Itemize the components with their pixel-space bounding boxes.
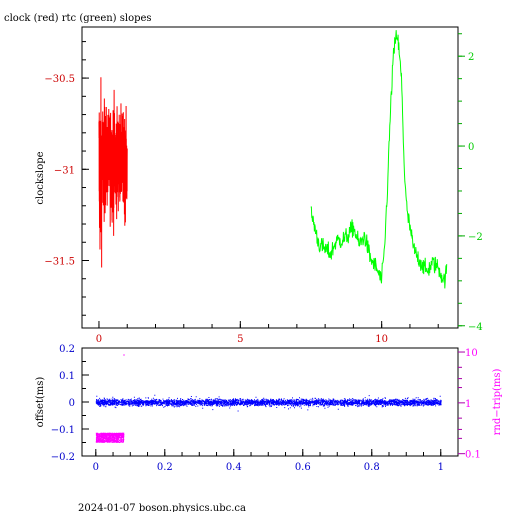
time-fraction-tick-label: 0 xyxy=(93,462,99,473)
footer-text: 2024-01-07 boson.physics.ubc.ca xyxy=(78,503,246,512)
offset-dots xyxy=(95,394,442,412)
clockslope-axis: −30.5 −31 −31.5 xyxy=(44,41,89,316)
time-tick-label: 10 xyxy=(375,334,388,345)
time-fraction-tick-label: 0.8 xyxy=(364,462,380,473)
clock-slope-line xyxy=(98,77,128,268)
rtc-slope-tick-label: −2 xyxy=(468,232,483,243)
slope-plot-frame xyxy=(81,26,459,329)
time-tick-label: 5 xyxy=(237,334,243,345)
round-trip-tick-label: 1 xyxy=(465,399,471,410)
time-tick-label: 0 xyxy=(96,334,102,345)
round-trip-tick-label: 0.1 xyxy=(465,450,481,461)
rtc-slope-tick-label: −4 xyxy=(468,322,483,333)
round-trip-dots xyxy=(95,432,125,443)
offset-tick-label: 0 xyxy=(69,398,75,409)
clockslope-axis-label: clockslope xyxy=(35,151,46,204)
slope-series xyxy=(98,30,448,289)
rtc-slope-tick-label: 2 xyxy=(468,52,474,63)
offset-tick-label: −0.2 xyxy=(51,452,75,463)
clockslope-tick-label: −30.5 xyxy=(44,74,75,85)
clockslope-tick-label: −31 xyxy=(54,165,75,176)
clockslope-tick-label: −31.5 xyxy=(44,257,75,268)
offset-series xyxy=(95,354,442,443)
offset-axis: 0.2 0.1 0 −0.1 −0.2 xyxy=(51,344,89,463)
offset-tick-label: −0.1 xyxy=(51,425,75,436)
time-fraction-tick-label: 1 xyxy=(438,462,444,473)
slope-chart: −30.5 −31 −31.5 2 0 −2 −4 0 5 10 clockslope xyxy=(35,26,483,345)
round-trip-tick-label: 10 xyxy=(465,348,478,359)
round-trip-outlier-dot xyxy=(123,354,125,356)
time-axis-bottom: 0 0.2 0.4 0.6 0.8 1 xyxy=(93,449,444,473)
time-fraction-tick-label: 0.2 xyxy=(157,462,173,473)
round-trip-axis-label: rnd−trip(ms) xyxy=(492,368,503,435)
offset-axis-label: offset(ms) xyxy=(35,377,46,428)
time-fraction-tick-label: 0.6 xyxy=(295,462,311,473)
rtc-slope-axis: 2 0 −2 −4 xyxy=(458,33,483,333)
rtc-slope-tick-label: 0 xyxy=(468,142,474,153)
round-trip-axis: 10 1 0.1 xyxy=(458,348,481,461)
offset-tick-label: 0.1 xyxy=(59,371,75,382)
rtc-slope-line xyxy=(310,30,448,289)
offset-tick-label: 0.2 xyxy=(59,344,75,355)
offset-chart: 0.2 0.1 0 −0.1 −0.2 10 1 0.1 0 0.2 0.4 0.6 0.8 1 of… xyxy=(35,344,503,473)
time-axis-top: 0 5 10 xyxy=(96,321,439,345)
time-fraction-tick-label: 0.4 xyxy=(226,462,242,473)
figure-title: clock (red) rtc (green) slopes xyxy=(4,13,152,24)
